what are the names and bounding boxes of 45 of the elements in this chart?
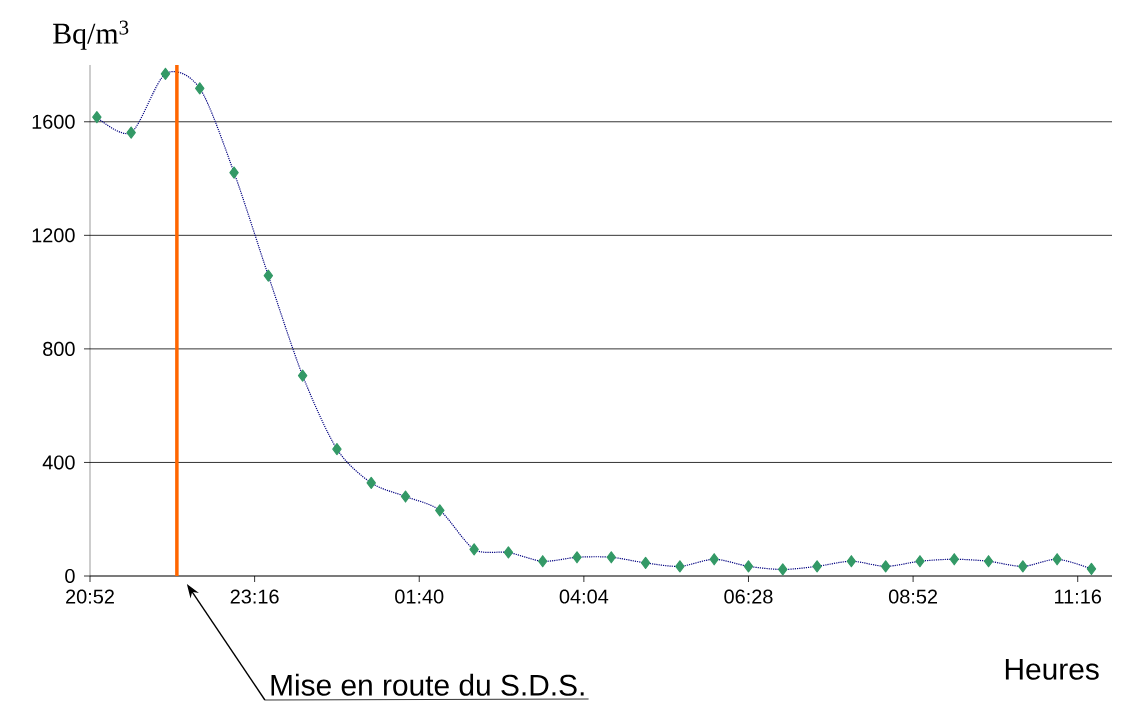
- y-tick-label: 1200: [32, 228, 75, 243]
- point: [400, 490, 411, 503]
- point: [846, 555, 857, 568]
- y-tick-label: 400: [42, 455, 75, 470]
- point: [229, 166, 239, 179]
- point: [606, 551, 617, 564]
- point: [537, 555, 548, 568]
- point: [435, 504, 445, 517]
- point: [263, 269, 274, 282]
- point: [983, 555, 994, 568]
- x-tick-label: 01:40: [395, 589, 444, 604]
- point: [332, 443, 342, 456]
- point: [743, 560, 754, 573]
- point: [709, 553, 719, 566]
- text: Mise en route du S.D.S.: [271, 673, 584, 696]
- point: [675, 560, 685, 573]
- point: [366, 476, 376, 489]
- point: [1052, 553, 1062, 566]
- point: [469, 543, 479, 556]
- point: [1086, 562, 1097, 575]
- x-tick-label: 06:28: [724, 589, 773, 604]
- y-axis-title: Bq/m$^{3}$: [53, 20, 129, 50]
- point: [778, 563, 788, 576]
- y-tick-label: 0: [65, 568, 75, 584]
- point: [297, 369, 308, 382]
- point: [1018, 560, 1028, 573]
- x-tick-label: 08:52: [888, 589, 938, 604]
- point: [915, 555, 925, 568]
- y-tick-label: 800: [43, 341, 75, 356]
- point: [92, 111, 102, 124]
- x-tick-label: 23:16: [230, 589, 279, 604]
- point: [880, 560, 891, 573]
- point: [126, 126, 136, 139]
- point: [812, 560, 822, 573]
- x-tick-label: 11:16: [1055, 589, 1102, 604]
- y-tick-label: 1600: [32, 114, 75, 129]
- point: [949, 553, 959, 566]
- point: [640, 556, 651, 570]
- point: [503, 546, 514, 559]
- x-tick-label: 04:04: [559, 589, 609, 604]
- x-tick-label: 20:52: [66, 589, 114, 604]
- point: [160, 67, 171, 80]
- point: [572, 551, 582, 564]
- point: [195, 82, 205, 95]
- x-axis-title: Heures: [1005, 658, 1099, 680]
